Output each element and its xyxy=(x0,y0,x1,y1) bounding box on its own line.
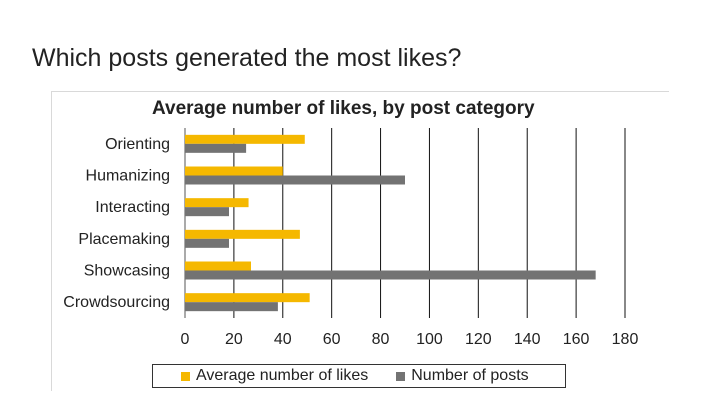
legend-swatch-likes xyxy=(181,371,190,381)
legend-label-posts: Number of posts xyxy=(411,367,529,384)
legend-item-posts: Number of posts xyxy=(396,367,529,385)
bar-likes-humanizing xyxy=(185,166,283,176)
chart-frame xyxy=(51,91,669,391)
x-tick-label: 140 xyxy=(514,331,541,348)
bar-likes-orienting xyxy=(185,134,305,144)
bar-posts-placemaking xyxy=(185,238,229,248)
category-label: Placemaking xyxy=(78,231,170,248)
bar-likes-placemaking xyxy=(185,229,300,239)
bar-likes-showcasing xyxy=(185,261,251,271)
gridlines xyxy=(184,128,626,318)
category-label: Crowdsourcing xyxy=(63,294,170,311)
x-tick-label: 180 xyxy=(612,331,639,348)
bar-likes-crowdsourcing xyxy=(185,293,310,303)
bar-posts-orienting xyxy=(185,143,247,153)
bars xyxy=(185,134,596,312)
bar-posts-crowdsourcing xyxy=(185,302,278,312)
category-labels: Orienting Humanizing Interacting Placemakin… xyxy=(63,136,170,311)
bar-likes-interacting xyxy=(185,198,249,208)
x-tick-labels: 0 20 40 60 80 100 120 140 160 180 xyxy=(181,331,639,348)
category-label: Showcasing xyxy=(84,263,170,280)
category-label: Orienting xyxy=(105,136,170,153)
chart-title: Average number of likes, by post categor… xyxy=(152,98,535,119)
bar-posts-interacting xyxy=(185,207,229,217)
legend-label-likes: Average number of likes xyxy=(196,367,369,384)
x-tick-label: 160 xyxy=(563,331,590,348)
bar-posts-humanizing xyxy=(185,175,405,185)
x-tick-label: 20 xyxy=(225,331,243,348)
category-label: Humanizing xyxy=(86,168,170,185)
x-tick-label: 120 xyxy=(465,331,492,348)
category-label: Interacting xyxy=(95,199,170,216)
slide-title: Which posts generated the most likes? xyxy=(32,44,462,72)
legend-item-likes: Average number of likes xyxy=(181,367,368,385)
x-tick-label: 100 xyxy=(416,331,443,348)
legend-swatch-posts xyxy=(396,371,406,381)
x-tick-label: 60 xyxy=(323,331,341,348)
x-tick-label: 0 xyxy=(181,331,190,348)
x-tick-label: 40 xyxy=(274,331,292,348)
x-tick-label: 80 xyxy=(372,331,390,348)
bar-posts-showcasing xyxy=(185,270,596,280)
legend: Average number of likes Number of posts xyxy=(152,364,566,388)
